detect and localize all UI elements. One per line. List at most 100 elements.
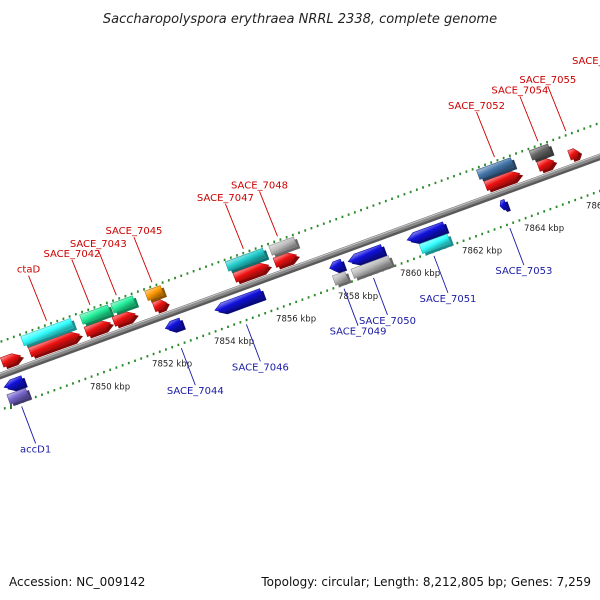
gene-label-SACE_7053[interactable]: SACE_7053 (495, 266, 552, 277)
gene-SACE_7051-box[interactable] (418, 233, 454, 256)
gene-label-ctaD[interactable]: ctaD (17, 265, 41, 276)
gene-SACE_7053[interactable] (498, 199, 511, 214)
track-dot (19, 333, 21, 336)
gene-label-SACE_7051[interactable]: SACE_7051 (419, 294, 476, 305)
gene-body (350, 255, 392, 279)
gene-label-SACE_7043[interactable]: SACE_7043 (70, 239, 127, 250)
gene-label-SACE_7045[interactable]: SACE_7045 (105, 226, 162, 237)
track-dot (360, 208, 362, 212)
track-dot (419, 255, 422, 258)
scale-tick-label: 7856 kbp (276, 314, 316, 324)
gene-accD1[interactable] (2, 375, 28, 395)
track-dot (112, 299, 114, 302)
gene-SACE_7045-box[interactable] (144, 285, 168, 304)
gene-body (329, 258, 345, 272)
track-dot (223, 258, 226, 262)
track-dot (254, 247, 257, 250)
gene-label-SACE_7055[interactable]: SACE_7055 (519, 75, 576, 86)
gene-SACE_7043-box[interactable] (110, 295, 140, 316)
track-dot (65, 384, 68, 387)
gene-label-SACE_7046[interactable]: SACE_7046 (232, 362, 289, 373)
gene-body (79, 304, 112, 325)
track-dot (502, 156, 505, 160)
gene-SACE_7048[interactable] (272, 249, 302, 270)
gene-body (567, 148, 580, 161)
track-dot (422, 186, 424, 189)
gene-SACE_7045[interactable] (151, 297, 171, 315)
gene-SACE_7042[interactable] (83, 317, 116, 339)
track-dot (533, 145, 536, 148)
track-dot (177, 343, 180, 347)
gene-label-accD1[interactable]: accD1 (20, 444, 51, 455)
map-title: Saccharopolyspora erythraea NRRL 2338, c… (103, 12, 497, 27)
track-dot (270, 309, 273, 313)
track-dot (183, 341, 186, 344)
gene-SACE_7049[interactable] (328, 258, 348, 276)
track-dot (335, 217, 338, 221)
label-leader (133, 237, 153, 283)
gene-SACE_7052-box[interactable] (476, 157, 518, 183)
track-dot (41, 393, 43, 396)
track-dot (90, 375, 93, 378)
label-leader (97, 250, 117, 296)
track-dot (351, 280, 353, 283)
track-dot (493, 228, 496, 231)
gene-SACE_7050-box[interactable] (350, 255, 395, 282)
track-dot (211, 263, 214, 266)
gene-SACE_7047-box[interactable] (224, 247, 270, 274)
track-dot (570, 131, 573, 135)
gene-body (3, 375, 25, 390)
gene-body (27, 331, 81, 358)
track-dot (136, 290, 139, 293)
track-dot (326, 289, 329, 292)
gene-ctaD[interactable] (27, 329, 84, 360)
track-dot (471, 168, 474, 171)
gene-label-SACE_7049[interactable]: SACE_7049 (330, 327, 387, 338)
track-dot (6, 337, 9, 341)
gene-accD1-box[interactable] (6, 387, 33, 407)
track-dot (487, 230, 490, 233)
track-dot (152, 352, 155, 356)
track-dot (276, 307, 279, 310)
scale-tick-label: 7860 kbp (400, 269, 440, 279)
gene-SACE_7054-box[interactable] (528, 143, 555, 163)
gene-label-SACE_7048[interactable]: SACE_7048 (231, 180, 288, 191)
gene-SACE_7044[interactable] (164, 317, 186, 336)
gene-label-SACE_7054[interactable]: SACE_7054 (491, 85, 548, 96)
fwd-dot-track (0, 122, 598, 343)
track-dot (508, 154, 511, 157)
gene-body (272, 252, 298, 268)
track-dot (245, 318, 248, 322)
track-dot (506, 223, 508, 227)
track-dot (537, 212, 539, 215)
gene-label-SACE_7050[interactable]: SACE_7050 (359, 316, 416, 327)
gene-SACE_7046[interactable] (213, 288, 267, 318)
gene-ctaD-box[interactable] (20, 318, 78, 349)
scale-tick-label: 7858 kbp (338, 292, 378, 302)
track-dot (242, 251, 245, 255)
gene-body (164, 317, 183, 332)
gene-SACE_7055[interactable] (567, 146, 584, 162)
gene-body (331, 271, 349, 286)
track-dot (413, 257, 415, 261)
gene-SACE_7040[interactable] (0, 350, 25, 370)
gene-label-SACE_7047[interactable]: SACE_7047 (197, 193, 254, 204)
gene-SACE_7042-box[interactable] (79, 304, 115, 327)
gene-SACE_7051[interactable] (405, 221, 450, 248)
gene-SACE_7050[interactable] (347, 244, 388, 270)
gene-SACE_7049-box[interactable] (331, 271, 352, 289)
gene-SACE_7043[interactable] (111, 308, 141, 329)
track-dot (347, 213, 350, 216)
gene-label-SACE_7044[interactable]: SACE_7044 (167, 386, 224, 397)
track-dot (140, 357, 143, 360)
genome-backbone (0, 153, 600, 380)
track-dot (366, 206, 369, 210)
gene-label-SACE_7057[interactable]: SACE_7057 (572, 56, 600, 67)
track-dot (12, 335, 15, 339)
gene-label-SACE_7052[interactable]: SACE_7052 (448, 101, 505, 112)
track-dot (233, 323, 236, 326)
track-dot (282, 305, 285, 308)
gene-label-SACE_7042[interactable]: SACE_7042 (43, 249, 100, 260)
gene-SACE_7048-box[interactable] (268, 236, 301, 258)
